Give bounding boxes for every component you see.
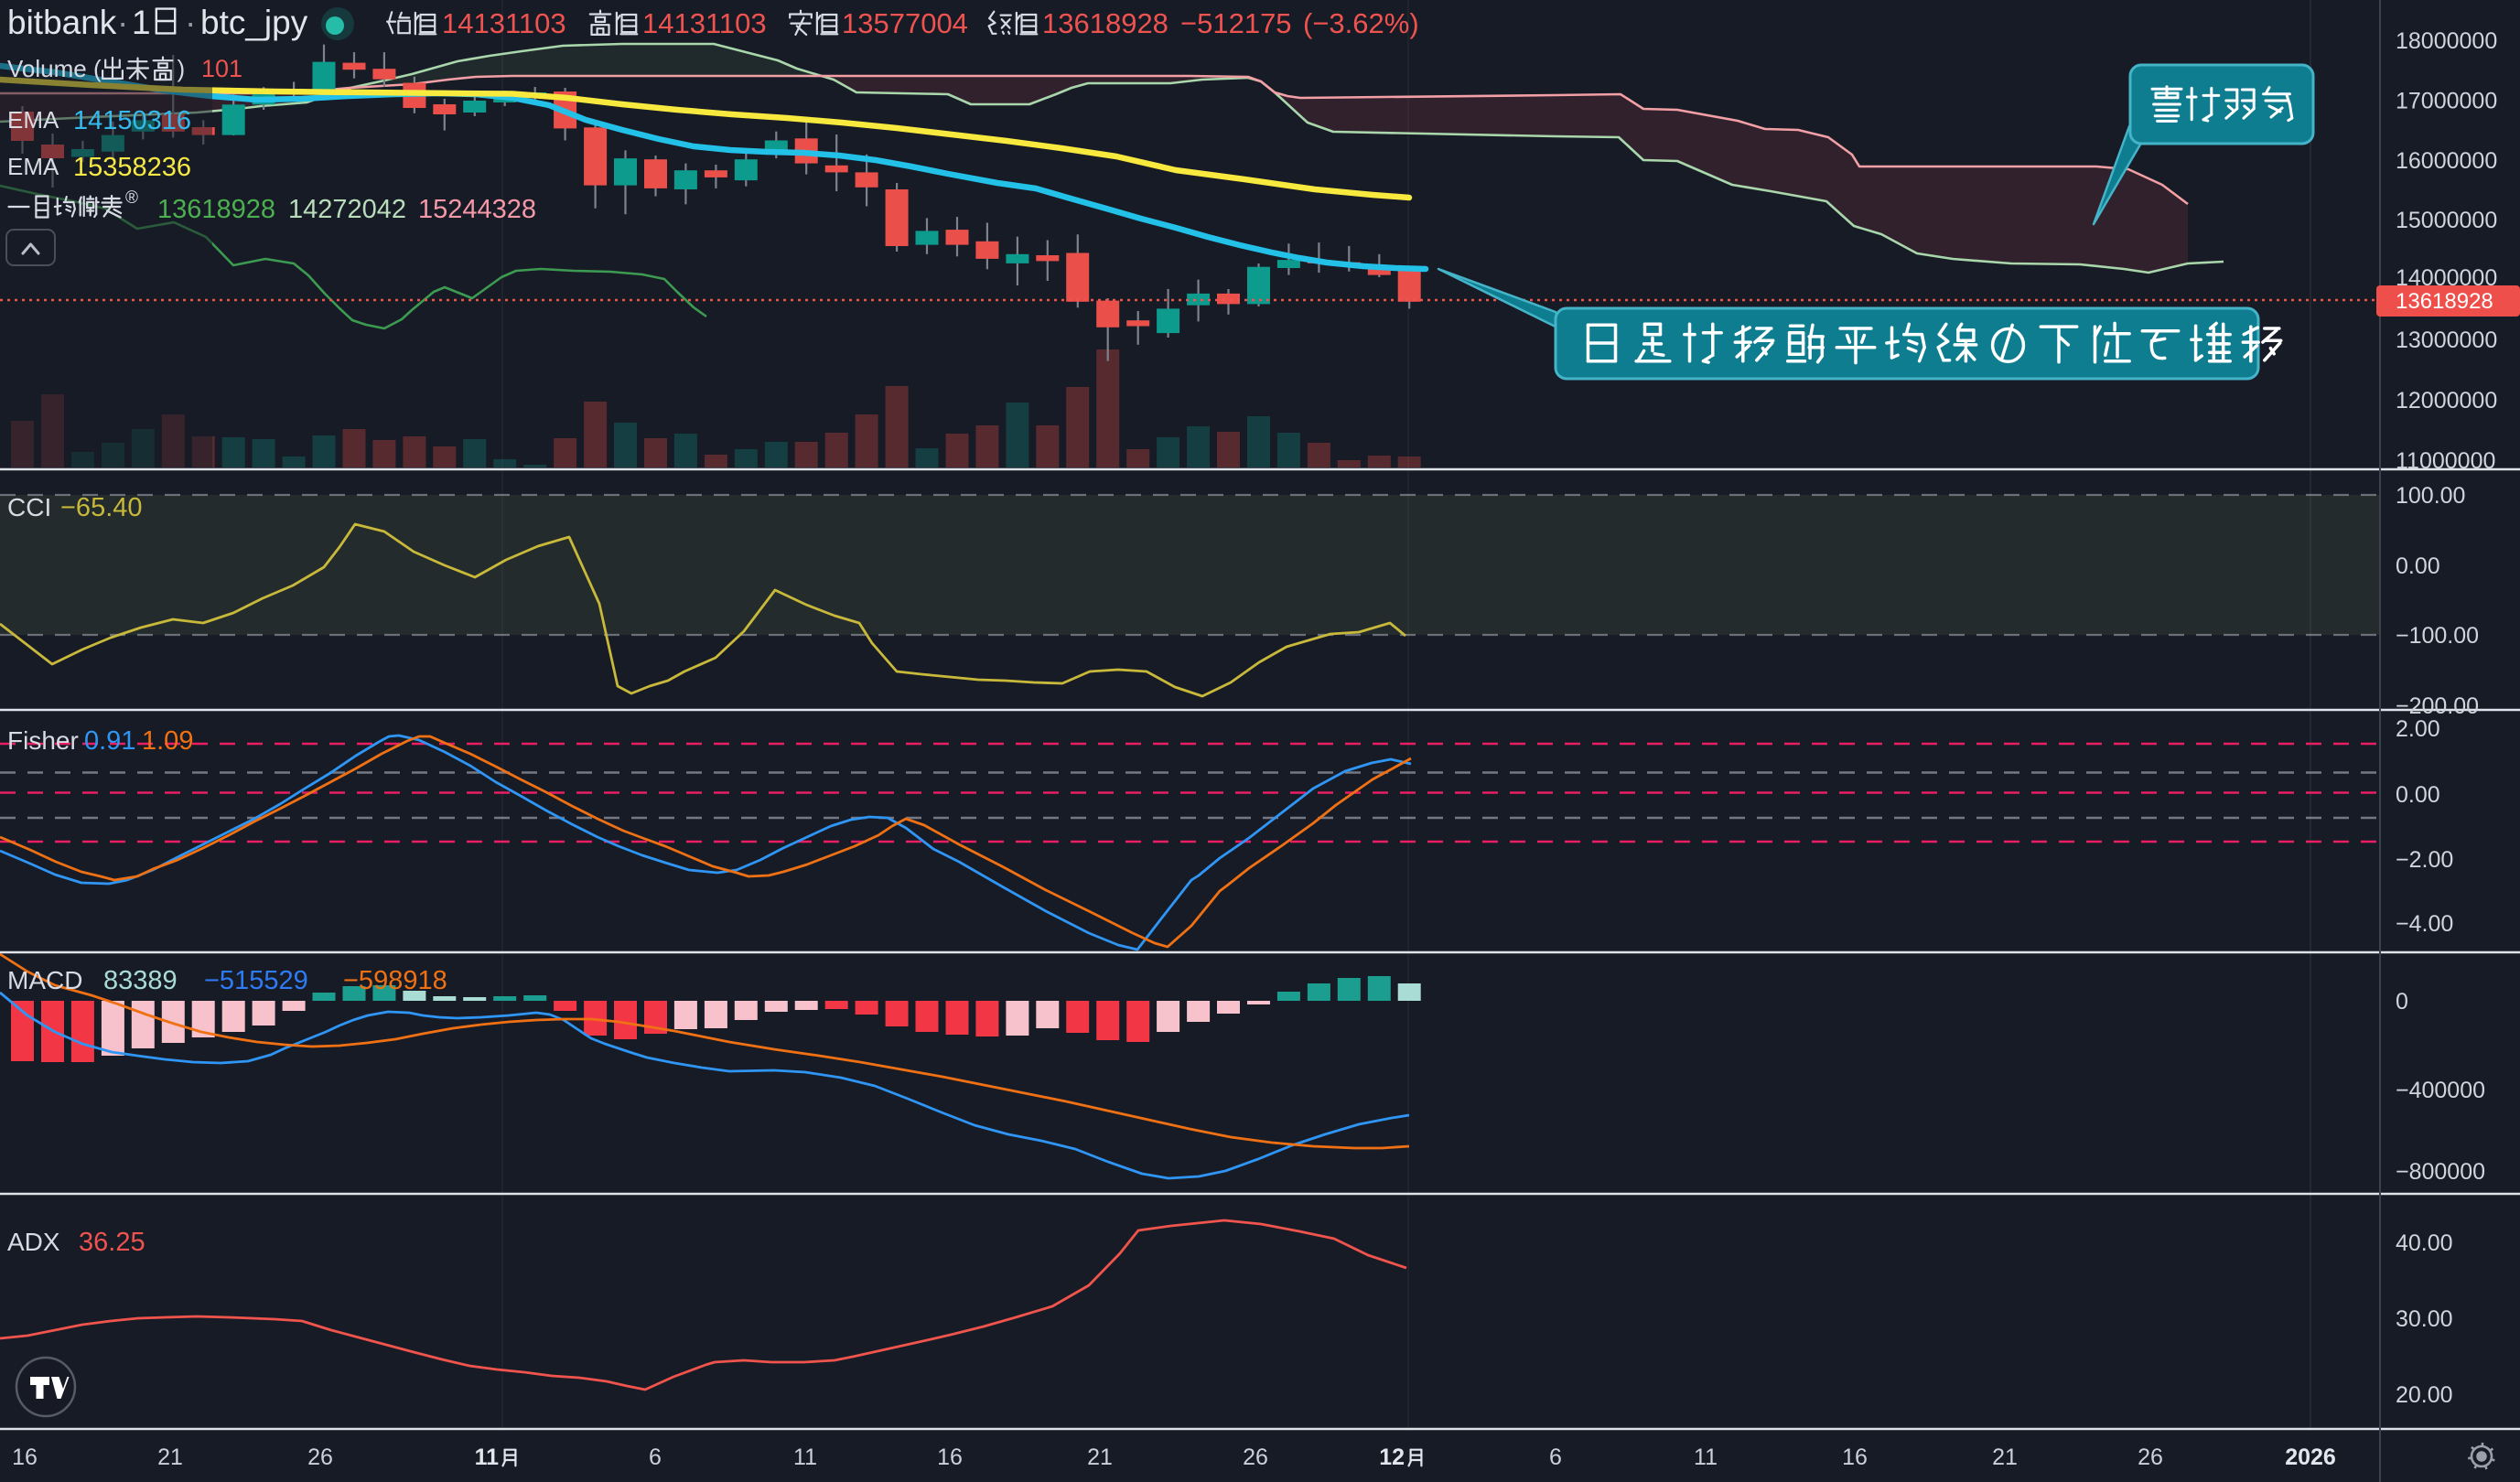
svg-text:0.00: 0.00 xyxy=(2396,553,2440,579)
svg-text:36.25: 36.25 xyxy=(79,1228,145,1257)
svg-text:13577004: 13577004 xyxy=(842,7,968,39)
svg-text:14272042: 14272042 xyxy=(288,195,406,224)
svg-text:−598918: −598918 xyxy=(343,966,447,995)
svg-text:bitbank: bitbank xyxy=(7,4,117,41)
svg-text:18000000: 18000000 xyxy=(2396,28,2497,54)
svg-text:2.00: 2.00 xyxy=(2396,716,2440,742)
svg-text:12: 12 xyxy=(1379,1444,1405,1470)
svg-text:15358236: 15358236 xyxy=(73,153,191,182)
svg-text:11000000: 11000000 xyxy=(2396,448,2495,474)
svg-text:−400000: −400000 xyxy=(2396,1078,2485,1103)
svg-text:20.00: 20.00 xyxy=(2396,1382,2453,1408)
svg-text:6: 6 xyxy=(1549,1444,1562,1470)
svg-text:MACD: MACD xyxy=(7,966,82,994)
svg-text:13618928: 13618928 xyxy=(2396,289,2493,314)
svg-text:11: 11 xyxy=(793,1444,817,1470)
svg-text:Volume (: Volume ( xyxy=(7,55,102,82)
svg-text:21: 21 xyxy=(1087,1444,1113,1470)
svg-text:26: 26 xyxy=(1243,1444,1268,1470)
svg-text:btc_jpy: btc_jpy xyxy=(200,4,308,41)
svg-text:EMA: EMA xyxy=(7,106,59,134)
svg-text:−100.00: −100.00 xyxy=(2396,623,2479,649)
svg-text:6: 6 xyxy=(649,1444,662,1470)
svg-text:2026: 2026 xyxy=(2285,1444,2336,1470)
svg-text:0.00: 0.00 xyxy=(2396,782,2440,808)
svg-text:30.00: 30.00 xyxy=(2396,1306,2453,1332)
svg-text:−515529: −515529 xyxy=(204,966,308,995)
svg-text:15000000: 15000000 xyxy=(2396,208,2497,233)
svg-text:−800000: −800000 xyxy=(2396,1159,2485,1185)
svg-text:13618928: 13618928 xyxy=(157,195,275,224)
svg-text:14131103: 14131103 xyxy=(442,7,566,39)
svg-text:−65.40: −65.40 xyxy=(60,493,143,522)
svg-text:·: · xyxy=(185,4,196,41)
svg-text:0: 0 xyxy=(2396,989,2408,1015)
svg-text:83389: 83389 xyxy=(103,966,178,995)
svg-text:0.91: 0.91 xyxy=(84,726,135,756)
svg-text:Fisher: Fisher xyxy=(7,726,79,755)
svg-text:21: 21 xyxy=(157,1444,183,1470)
svg-text:14000000: 14000000 xyxy=(2396,265,2497,291)
svg-text:12000000: 12000000 xyxy=(2396,388,2497,413)
svg-text:15244328: 15244328 xyxy=(418,195,536,224)
svg-text:101: 101 xyxy=(201,55,242,82)
svg-text:−2.00: −2.00 xyxy=(2396,847,2453,873)
svg-text:17000000: 17000000 xyxy=(2396,89,2497,114)
svg-text:1: 1 xyxy=(132,4,151,41)
svg-text:): ) xyxy=(178,55,186,82)
svg-text:14131103: 14131103 xyxy=(642,7,767,39)
svg-text:·: · xyxy=(117,4,128,41)
svg-text:100.00: 100.00 xyxy=(2396,483,2465,509)
svg-text:−512175: −512175 xyxy=(1180,7,1292,39)
svg-text:CCI: CCI xyxy=(7,493,51,521)
svg-text:13000000: 13000000 xyxy=(2396,328,2497,353)
svg-text:21: 21 xyxy=(1992,1444,2018,1470)
svg-text:26: 26 xyxy=(307,1444,333,1470)
svg-text:11: 11 xyxy=(1694,1444,1718,1470)
svg-text:−200.00: −200.00 xyxy=(2396,693,2479,719)
svg-text:16: 16 xyxy=(12,1444,38,1470)
svg-text:16: 16 xyxy=(937,1444,963,1470)
svg-text:13618928: 13618928 xyxy=(1042,7,1168,39)
svg-text:11: 11 xyxy=(475,1444,500,1470)
svg-text:(−3.62%): (−3.62%) xyxy=(1303,7,1419,39)
svg-text:®: ® xyxy=(125,188,138,208)
svg-text:16: 16 xyxy=(1842,1444,1868,1470)
svg-text:26: 26 xyxy=(2138,1444,2163,1470)
svg-text:−4.00: −4.00 xyxy=(2396,911,2453,937)
svg-text:ADX: ADX xyxy=(7,1228,60,1256)
svg-text:16000000: 16000000 xyxy=(2396,148,2497,174)
svg-text:1.09: 1.09 xyxy=(142,726,193,756)
svg-text:EMA: EMA xyxy=(7,153,59,180)
svg-text:14150316: 14150316 xyxy=(73,106,191,135)
svg-text:40.00: 40.00 xyxy=(2396,1230,2453,1256)
